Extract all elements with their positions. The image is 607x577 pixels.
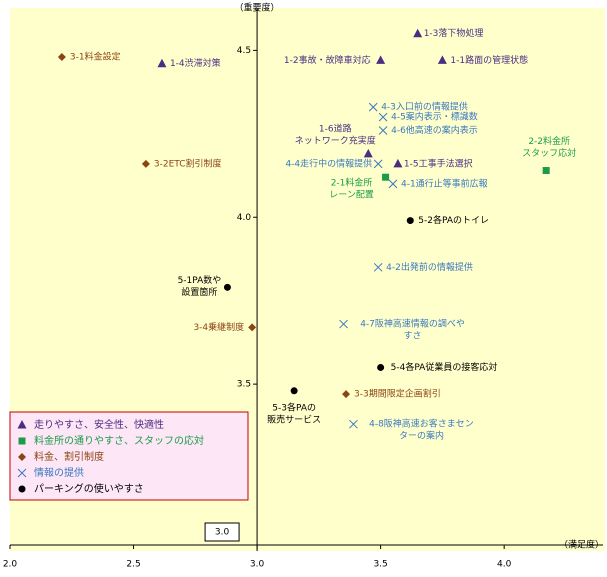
point-label: 5-3各PAの [272, 401, 316, 413]
legend-marker [18, 453, 26, 461]
y-tick-label: 4.0 [237, 213, 252, 223]
legend-marker [17, 468, 27, 478]
legend [9, 411, 249, 501]
point-label: 4-1通行止等事前広報 [401, 177, 488, 189]
point-label: 4-8阪神高速お客さまセン [369, 418, 474, 430]
point [141, 159, 150, 168]
legend-marker [18, 485, 26, 493]
y-tick-label: 4.5 [237, 46, 251, 56]
point-label: 4-5案内表示・標識数 [391, 111, 478, 123]
point-label: 設置箇所 [181, 286, 217, 298]
point-label: 1-2事故・故障車対応 [284, 54, 371, 66]
point-label: 4-6他高速の案内表示 [391, 124, 478, 136]
legend-marker [17, 420, 27, 429]
point [342, 390, 351, 399]
point [542, 167, 550, 175]
point-label: スタッフ応対 [522, 147, 576, 159]
y-tick-box [204, 522, 240, 542]
point [57, 53, 66, 62]
x-tick-label: 3.5 [373, 560, 387, 570]
point-label: レーン配置 [329, 190, 374, 201]
point-label: 4-7阪神高速情報の調べや [360, 318, 465, 330]
point [406, 217, 414, 225]
x-tick-label: 2.5 [126, 560, 140, 570]
x-tick-label: 2.0 [3, 560, 18, 570]
legend-label: パーキングの使いやすさ [34, 482, 144, 495]
point [157, 58, 167, 68]
point [223, 283, 231, 291]
point [373, 262, 383, 272]
point-label: 1-4渋滞対策 [170, 57, 221, 69]
point-label: 4-4走行中の情報提供 [285, 157, 372, 169]
point-label: 1-3落下物処理 [424, 27, 484, 39]
point-label: 1-6道路 [319, 122, 352, 134]
point [349, 419, 358, 429]
point [382, 173, 390, 181]
point-label: 販売サービス [267, 413, 321, 425]
point [437, 55, 447, 64]
point-label: 5-4各PA従業員の接客応対 [391, 361, 498, 373]
point [393, 158, 403, 168]
point-label: 5-2各PAのトイレ [418, 214, 489, 226]
legend-label: 走りやすさ、安全性、快適性 [34, 418, 164, 431]
point [413, 28, 423, 38]
point-label: 2-1料金所 [331, 177, 373, 189]
point [388, 179, 398, 189]
point-label: 3-2ETC割引制度 [154, 157, 222, 169]
point [363, 148, 373, 158]
point [373, 159, 383, 169]
point-label: 4-2出発前の情報提供 [386, 261, 473, 273]
legend-marker [18, 437, 26, 445]
point [248, 323, 257, 332]
point [376, 55, 386, 64]
point [377, 363, 385, 371]
point-label: 2-2料金所 [528, 135, 570, 147]
point-label: 3-1料金設定 [70, 51, 121, 63]
legend-label: 料金、割引制度 [34, 450, 104, 463]
y-tick-label: 3.5 [237, 380, 251, 390]
point-label: 1-5工事手法選択 [404, 157, 473, 169]
point-label: すさ [404, 331, 422, 342]
point [290, 387, 298, 395]
y-axis-title: （重要度） [234, 2, 279, 14]
point [368, 102, 378, 112]
point-label: 1-1路面の管理状態 [450, 54, 528, 66]
point-label: 3-4乗継制度 [193, 321, 244, 333]
x-tick-label: 4.0 [497, 560, 512, 570]
legend-label: 料金所の通りやすさ、スタッフの応対 [34, 434, 204, 447]
y-tick-label: 3.0 [215, 528, 230, 538]
point-label: 5-1PA数や [178, 274, 222, 286]
point-label: ターの案内 [399, 430, 444, 442]
point-label: 4-3入口前の情報提供 [381, 101, 468, 113]
point-label: ネットワーク充実度 [295, 134, 376, 146]
x-tick-label: 3.0 [250, 560, 265, 570]
point [378, 112, 388, 122]
legend-label: 情報の提供 [34, 466, 84, 479]
point-label: 3-3期間限定企画割引 [354, 388, 441, 400]
point [339, 319, 348, 329]
point [378, 126, 388, 135]
